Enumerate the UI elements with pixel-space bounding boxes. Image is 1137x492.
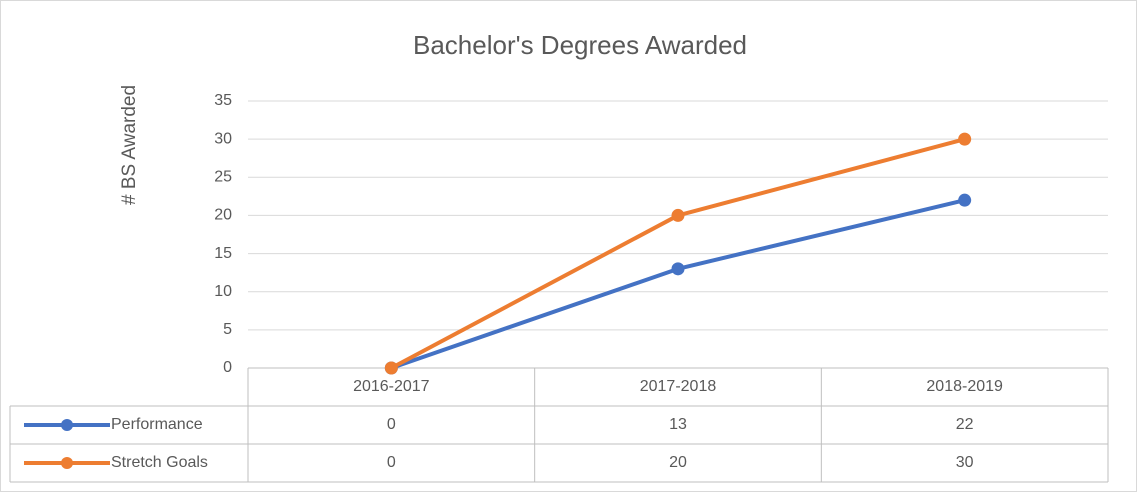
chart-title: Bachelor's Degrees Awarded (413, 30, 747, 60)
y-axis-title: # BS Awarded (119, 85, 140, 205)
legend-label: Performance (111, 416, 203, 433)
x-tick-label: 2016-2017 (353, 378, 430, 395)
data-point (671, 208, 685, 222)
data-point (384, 361, 398, 375)
table-cell: 0 (387, 416, 396, 433)
data-point (958, 193, 972, 207)
data-point (671, 262, 685, 276)
legend-label: Stretch Goals (111, 454, 208, 471)
y-tick-label: 15 (214, 245, 232, 262)
x-tick-label: 2018-2019 (926, 378, 1003, 395)
y-tick-label: 30 (214, 130, 232, 147)
y-tick-label: 10 (214, 283, 232, 300)
x-tick-label: 2017-2018 (640, 378, 717, 395)
table-cell: 20 (669, 454, 687, 471)
table-cell: 0 (387, 454, 396, 471)
legend-marker (61, 457, 73, 469)
y-tick-label: 35 (214, 92, 232, 109)
y-tick-label: 5 (223, 321, 232, 338)
data-point (958, 132, 972, 146)
legend-marker (61, 419, 73, 431)
y-tick-label: 0 (223, 359, 232, 376)
y-tick-label: 20 (214, 207, 232, 224)
table-cell: 30 (956, 454, 974, 471)
table-cell: 22 (956, 416, 974, 433)
table-cell: 13 (669, 416, 687, 433)
y-tick-label: 25 (214, 169, 232, 186)
